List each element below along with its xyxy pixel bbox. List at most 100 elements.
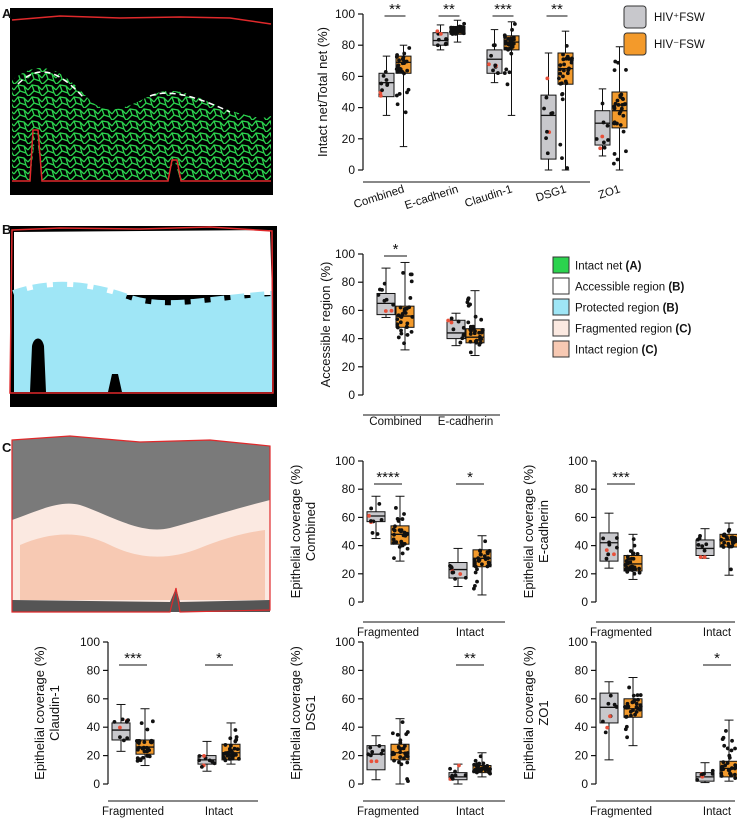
data-point bbox=[605, 725, 610, 730]
data-point bbox=[142, 740, 147, 745]
data-point bbox=[488, 767, 492, 771]
data-point bbox=[397, 92, 402, 96]
data-point bbox=[624, 149, 628, 154]
data-point bbox=[635, 551, 640, 556]
y-tick-label: 0 bbox=[581, 595, 588, 609]
y-axis-label: Accessible region (%) bbox=[318, 262, 333, 388]
y-tick-label: 60 bbox=[342, 692, 356, 706]
data-point bbox=[638, 707, 642, 712]
y-tick-label: 60 bbox=[342, 303, 356, 317]
region-legend-label: Accessible region (B) bbox=[575, 282, 684, 294]
category-label: Intact bbox=[456, 627, 485, 639]
data-point bbox=[508, 46, 513, 51]
data-point bbox=[472, 331, 477, 336]
data-point bbox=[223, 743, 228, 747]
data-point bbox=[399, 541, 404, 545]
data-point bbox=[606, 138, 610, 142]
data-point bbox=[403, 744, 407, 748]
category-label: Combined bbox=[369, 416, 421, 428]
data-point bbox=[621, 113, 626, 118]
y-tick-label: 80 bbox=[342, 663, 356, 677]
data-point bbox=[383, 70, 388, 74]
data-point bbox=[404, 324, 409, 329]
data-point bbox=[409, 329, 414, 334]
data-point bbox=[197, 754, 202, 758]
category-label: Intact bbox=[703, 627, 732, 639]
chart-C-dsg1: 0 20 40 60 80 100 Epithelial coverage (%) DSG1 F… bbox=[288, 635, 505, 818]
data-point bbox=[631, 537, 636, 541]
data-point bbox=[398, 738, 403, 743]
data-point bbox=[392, 556, 396, 561]
y-tick-label: 80 bbox=[342, 38, 356, 52]
data-point bbox=[544, 95, 549, 100]
charts: 0 20 40 60 80 100 Intact net/Total net (%) Comb… bbox=[32, 1, 737, 818]
data-point bbox=[733, 746, 737, 751]
data-point bbox=[615, 545, 619, 550]
category-label: Intact bbox=[456, 806, 485, 818]
data-point bbox=[221, 752, 226, 756]
data-point bbox=[733, 536, 737, 540]
data-point bbox=[491, 43, 496, 48]
data-point bbox=[233, 728, 238, 732]
data-point bbox=[733, 539, 737, 544]
data-point bbox=[545, 151, 550, 156]
chart-C-ecadherin: 0 20 40 60 80 100 Epithelial coverage (%) E-cad… bbox=[521, 454, 737, 639]
data-point bbox=[602, 145, 607, 150]
data-point bbox=[624, 68, 628, 72]
data-point bbox=[382, 298, 387, 303]
y-tick-label: 100 bbox=[335, 454, 355, 468]
data-point bbox=[232, 746, 237, 751]
region-legend-label: Intact region (C) bbox=[575, 345, 658, 357]
data-point bbox=[489, 53, 493, 58]
data-point bbox=[228, 743, 233, 748]
data-point bbox=[135, 758, 140, 763]
data-point bbox=[700, 544, 705, 549]
data-point bbox=[377, 502, 382, 506]
data-point bbox=[614, 705, 619, 709]
data-point bbox=[399, 331, 404, 336]
region-legend-label: Fragmented region (C) bbox=[575, 324, 692, 336]
data-point bbox=[638, 703, 643, 708]
data-point bbox=[405, 546, 410, 551]
data-point bbox=[624, 724, 629, 729]
significance-label: *** bbox=[612, 469, 630, 486]
data-point bbox=[480, 562, 484, 567]
data-point bbox=[391, 537, 396, 542]
data-point bbox=[453, 773, 458, 778]
significance-label: ** bbox=[443, 1, 455, 18]
data-point bbox=[719, 771, 724, 776]
data-point bbox=[629, 556, 634, 561]
data-point bbox=[727, 768, 732, 773]
data-point bbox=[725, 746, 730, 751]
data-point bbox=[369, 519, 373, 523]
data-point bbox=[137, 745, 141, 750]
data-point bbox=[628, 560, 633, 565]
chart-C-claudin1: 0 20 40 60 80 100 Epithelial coverage (%) Claud… bbox=[32, 635, 258, 818]
data-point bbox=[391, 302, 396, 307]
data-point bbox=[396, 335, 401, 340]
data-point bbox=[561, 52, 565, 57]
y-axis-sublabel: Claudin-1 bbox=[47, 685, 62, 741]
data-point bbox=[472, 586, 476, 591]
data-point bbox=[560, 92, 565, 96]
data-point bbox=[626, 704, 630, 709]
data-point bbox=[634, 709, 639, 714]
data-point bbox=[400, 61, 405, 66]
data-point bbox=[466, 296, 471, 301]
data-point bbox=[375, 532, 380, 536]
data-point bbox=[480, 328, 485, 333]
data-point bbox=[408, 296, 413, 300]
data-point bbox=[560, 97, 565, 102]
data-point bbox=[558, 81, 563, 86]
data-point bbox=[402, 341, 406, 346]
data-point bbox=[604, 556, 609, 561]
data-point bbox=[702, 548, 707, 553]
data-point bbox=[506, 37, 511, 41]
data-point bbox=[453, 29, 457, 34]
data-point bbox=[565, 71, 570, 76]
chart-C-combined: 0 20 40 60 80 100 Epithelial coverage (%) Combi… bbox=[288, 454, 505, 639]
data-point bbox=[600, 101, 605, 106]
data-point bbox=[632, 543, 637, 548]
y-tick-label: 0 bbox=[348, 163, 355, 177]
